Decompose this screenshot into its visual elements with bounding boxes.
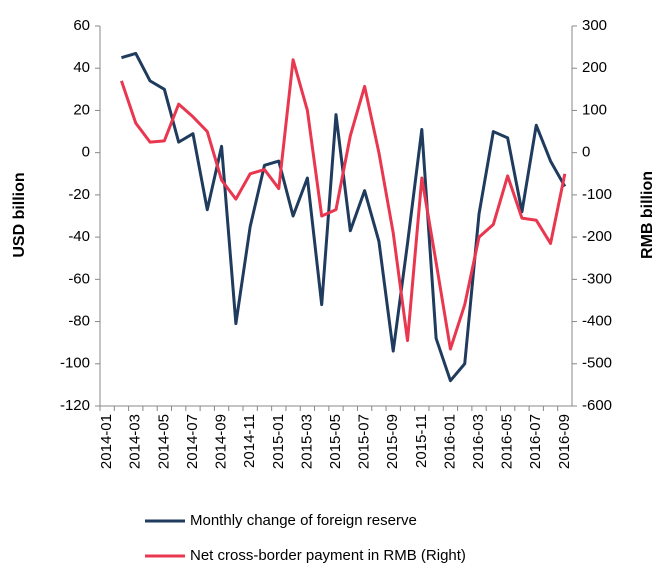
x-tick-label: 2015-03 [298,414,315,469]
y-tick-label: -40 [68,228,90,245]
x-tick-label: 2014-09 [213,414,230,469]
y-tick-label: 60 [73,17,90,34]
y2-tick-label: -600 [582,397,612,414]
y-tick-label: -60 [68,270,90,287]
y2-tick-label: -100 [582,186,612,203]
y2-tick-label: -500 [582,355,612,372]
legend-label: Monthly change of foreign reserve [190,512,417,529]
y2-tick-label: 0 [582,144,590,161]
x-tick-label: 2014-05 [155,414,172,469]
x-tick-label: 2016-03 [470,414,487,469]
y-tick-label: -120 [60,397,90,414]
y2-tick-label: -400 [582,313,612,330]
x-tick-label: 2016-07 [527,414,544,469]
y-tick-label: -100 [60,355,90,372]
x-tick-label: 2016-09 [556,414,573,469]
y2-tick-label: 100 [582,101,607,118]
x-tick-label: 2015-11 [413,414,430,468]
y-axis-title: USD billion [11,172,28,257]
y-tick-label: 20 [73,101,90,118]
y2-tick-label: 300 [582,17,607,34]
series-line [121,51,567,383]
x-tick-label: 2014-03 [127,414,144,469]
y-tick-label: -80 [68,313,90,330]
x-tick-label: 2015-05 [327,414,344,469]
y2-axis-title: RMB billion [639,171,656,259]
y-tick-label: 40 [73,59,90,76]
x-tick-label: 2014-01 [98,414,115,469]
x-tick-label: 2015-01 [270,414,287,469]
y2-tick-label: -300 [582,270,612,287]
x-tick-label: 2014-07 [184,414,201,469]
y2-tick-label: 200 [582,59,607,76]
x-tick-label: 2016-01 [441,414,458,469]
x-tick-label: 2016-05 [499,414,516,469]
x-tick-label: 2015-09 [384,414,401,469]
x-tick-label: 2015-07 [356,414,373,469]
y-tick-label: 0 [82,144,90,161]
y-tick-label: -20 [68,186,90,203]
y2-tick-label: -200 [582,228,612,245]
x-tick-label: 2014-11 [241,414,258,468]
legend-label: Net cross-border payment in RMB (Right) [190,547,466,564]
series-line [120,58,567,351]
